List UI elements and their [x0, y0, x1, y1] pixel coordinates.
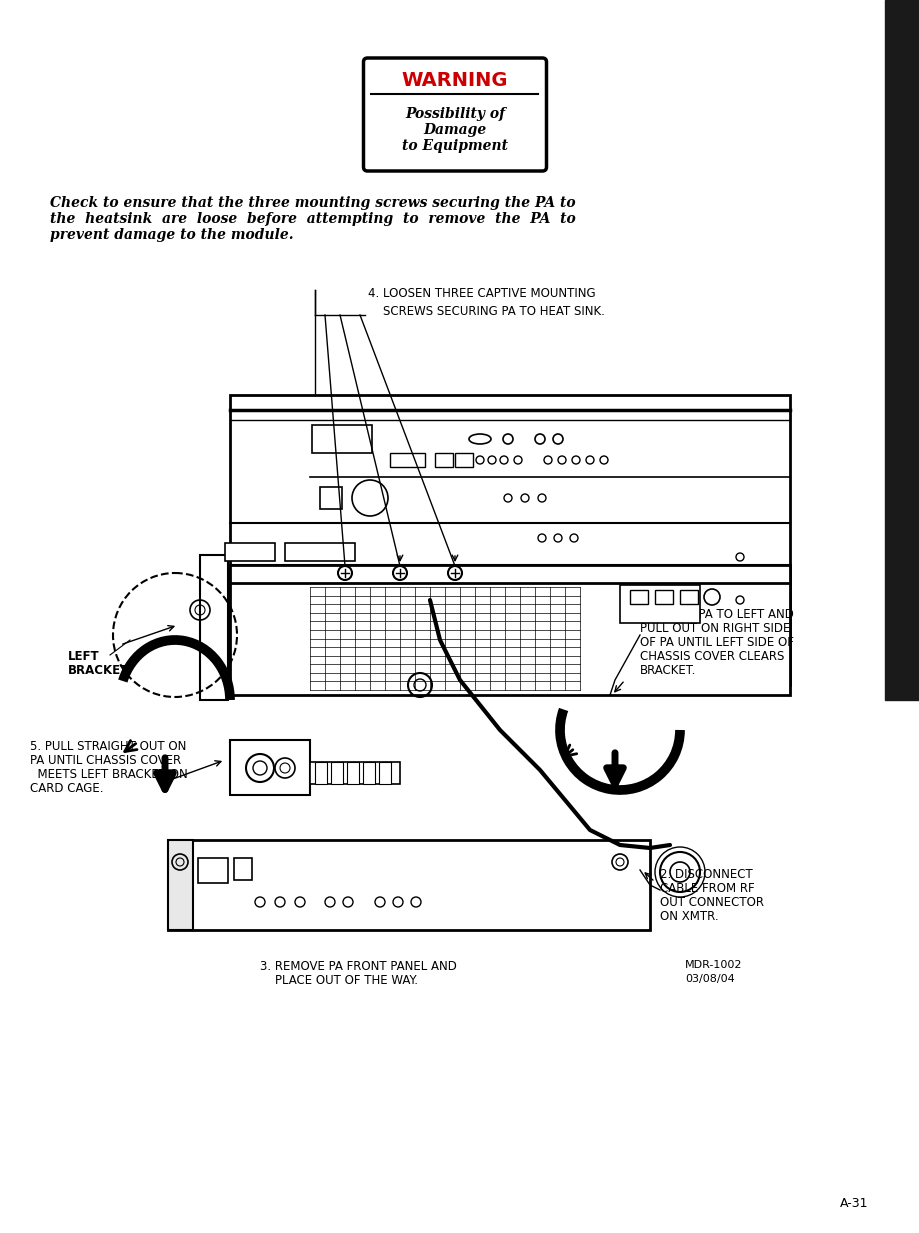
- Text: LEFT: LEFT: [68, 650, 99, 663]
- Bar: [314, 762, 326, 784]
- Bar: [654, 591, 673, 604]
- Bar: [455, 453, 472, 467]
- Bar: [320, 487, 342, 509]
- Text: OF PA UNTIL LEFT SIDE OF: OF PA UNTIL LEFT SIDE OF: [640, 636, 793, 649]
- Bar: [435, 453, 452, 467]
- Bar: [363, 762, 375, 784]
- Text: MEETS LEFT BRACKET ON: MEETS LEFT BRACKET ON: [30, 768, 187, 780]
- Text: CHASSIS COVER CLEARS: CHASSIS COVER CLEARS: [640, 650, 784, 663]
- Text: 6. ANGLE PA TO LEFT AND: 6. ANGLE PA TO LEFT AND: [640, 608, 793, 621]
- Text: ON XMTR.: ON XMTR.: [659, 910, 718, 924]
- Bar: [168, 840, 193, 930]
- Text: 3. REMOVE PA FRONT PANEL AND: 3. REMOVE PA FRONT PANEL AND: [260, 961, 457, 973]
- Bar: [230, 565, 789, 695]
- Text: MDR-1002: MDR-1002: [685, 961, 742, 970]
- Text: PULL OUT ON RIGHT SIDE: PULL OUT ON RIGHT SIDE: [640, 621, 789, 635]
- Bar: [679, 591, 698, 604]
- Bar: [619, 584, 699, 623]
- Bar: [331, 762, 343, 784]
- Bar: [285, 543, 355, 561]
- Bar: [884, 0, 919, 700]
- Text: BRACKET: BRACKET: [68, 665, 129, 677]
- Ellipse shape: [469, 434, 491, 444]
- Text: Possibility of
Damage
to Equipment: Possibility of Damage to Equipment: [402, 107, 507, 153]
- Text: CARD CAGE.: CARD CAGE.: [30, 782, 104, 795]
- FancyBboxPatch shape: [363, 58, 546, 171]
- Bar: [379, 762, 391, 784]
- Bar: [346, 762, 358, 784]
- Text: PA UNTIL CHASSIS COVER: PA UNTIL CHASSIS COVER: [30, 755, 181, 767]
- Text: 4. LOOSEN THREE CAPTIVE MOUNTING: 4. LOOSEN THREE CAPTIVE MOUNTING: [368, 287, 595, 300]
- Bar: [199, 555, 228, 700]
- Bar: [233, 858, 252, 880]
- Text: WARNING: WARNING: [402, 70, 507, 90]
- Text: OUT CONNECTOR: OUT CONNECTOR: [659, 896, 763, 909]
- Bar: [312, 425, 371, 453]
- Text: CABLE FROM RF: CABLE FROM RF: [659, 882, 754, 895]
- Bar: [230, 395, 789, 686]
- Text: SCREWS SECURING PA TO HEAT SINK.: SCREWS SECURING PA TO HEAT SINK.: [368, 305, 604, 318]
- Bar: [310, 762, 400, 784]
- Bar: [390, 453, 425, 467]
- Bar: [230, 740, 310, 795]
- Text: 5. PULL STRAIGHT OUT ON: 5. PULL STRAIGHT OUT ON: [30, 740, 187, 753]
- Bar: [198, 858, 228, 883]
- Text: Check to ensure that the three mounting screws securing the PA to
the  heatsink : Check to ensure that the three mounting …: [50, 196, 575, 243]
- Bar: [225, 543, 275, 561]
- Text: PLACE OUT OF THE WAY.: PLACE OUT OF THE WAY.: [260, 974, 417, 986]
- Text: BRACKET.: BRACKET.: [640, 665, 696, 677]
- Text: A-31: A-31: [839, 1197, 868, 1210]
- Text: 2. DISCONNECT: 2. DISCONNECT: [659, 868, 752, 882]
- Bar: [630, 591, 647, 604]
- Text: 03/08/04: 03/08/04: [685, 974, 734, 984]
- Bar: [168, 840, 650, 930]
